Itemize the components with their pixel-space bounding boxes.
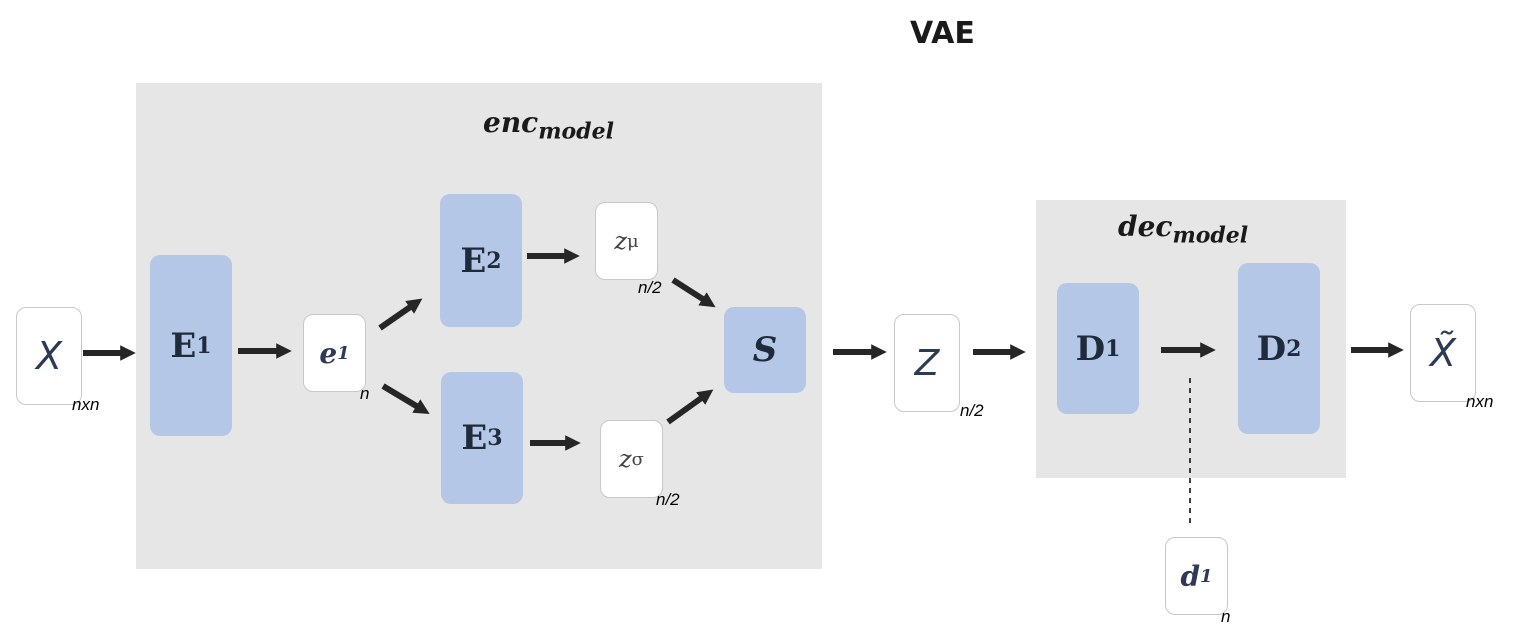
block-e1-base: E xyxy=(170,325,197,366)
arrow-zmu-to-s xyxy=(671,277,716,308)
output-xhat-dim: nxn xyxy=(1466,392,1494,411)
block-e1-sub: 1 xyxy=(196,332,212,359)
var-e1-sub: 1 xyxy=(337,342,350,364)
block-d2-sub: 2 xyxy=(1286,335,1302,362)
block-d1-base: D xyxy=(1075,328,1106,369)
output-xhat-bracket: X̃ xyxy=(1410,304,1476,402)
cond-d1-dim: n xyxy=(1221,607,1231,626)
block-e2-base: E xyxy=(460,240,487,281)
block-e3-sub: 3 xyxy=(487,425,503,451)
arrow-e1var-to-e2 xyxy=(378,298,423,331)
block-s: S xyxy=(724,307,806,393)
input-x-bracket: X xyxy=(16,307,82,405)
block-d2-base: D xyxy=(1256,328,1287,369)
arrow-e1var-to-e3 xyxy=(381,383,430,415)
block-e3-base: E xyxy=(461,418,488,458)
decoder-label: decmodel xyxy=(1118,210,1248,249)
var-e1-dim: n xyxy=(360,384,370,403)
var-zsigma-dim: n/2 xyxy=(656,490,680,509)
var-zmu-dim: n/2 xyxy=(638,278,662,297)
decoder-label-base: dec xyxy=(1118,210,1173,243)
block-e2-sub: 2 xyxy=(486,247,502,274)
latent-z-dim: n/2 xyxy=(960,401,984,420)
var-zsigma-base: z xyxy=(619,445,632,473)
encoder-label: encmodel xyxy=(483,106,614,145)
encoder-label-base: enc xyxy=(483,106,539,139)
input-x-dim: nxn xyxy=(72,395,100,414)
diagram-title: VAE xyxy=(910,16,975,51)
input-x-label: X xyxy=(35,334,63,378)
block-s-base: S xyxy=(752,330,778,370)
latent-z-label: Z xyxy=(914,342,940,384)
arrow-zsigma-to-s xyxy=(666,389,714,425)
var-zmu-sub: μ xyxy=(626,230,639,252)
var-zsigma-sub: σ xyxy=(631,448,644,470)
cond-d1-base: d xyxy=(1180,559,1201,593)
output-xhat-label: X̃ xyxy=(1429,331,1457,375)
var-e1-base: e xyxy=(319,336,338,370)
decoder-label-sub: model xyxy=(1172,222,1249,249)
cond-d1-sub: 1 xyxy=(1200,565,1213,587)
block-d1-sub: 1 xyxy=(1105,335,1121,362)
latent-z-bracket: Z xyxy=(894,314,960,412)
var-zmu-base: z xyxy=(614,227,627,255)
encoder-label-sub: model xyxy=(538,118,614,145)
